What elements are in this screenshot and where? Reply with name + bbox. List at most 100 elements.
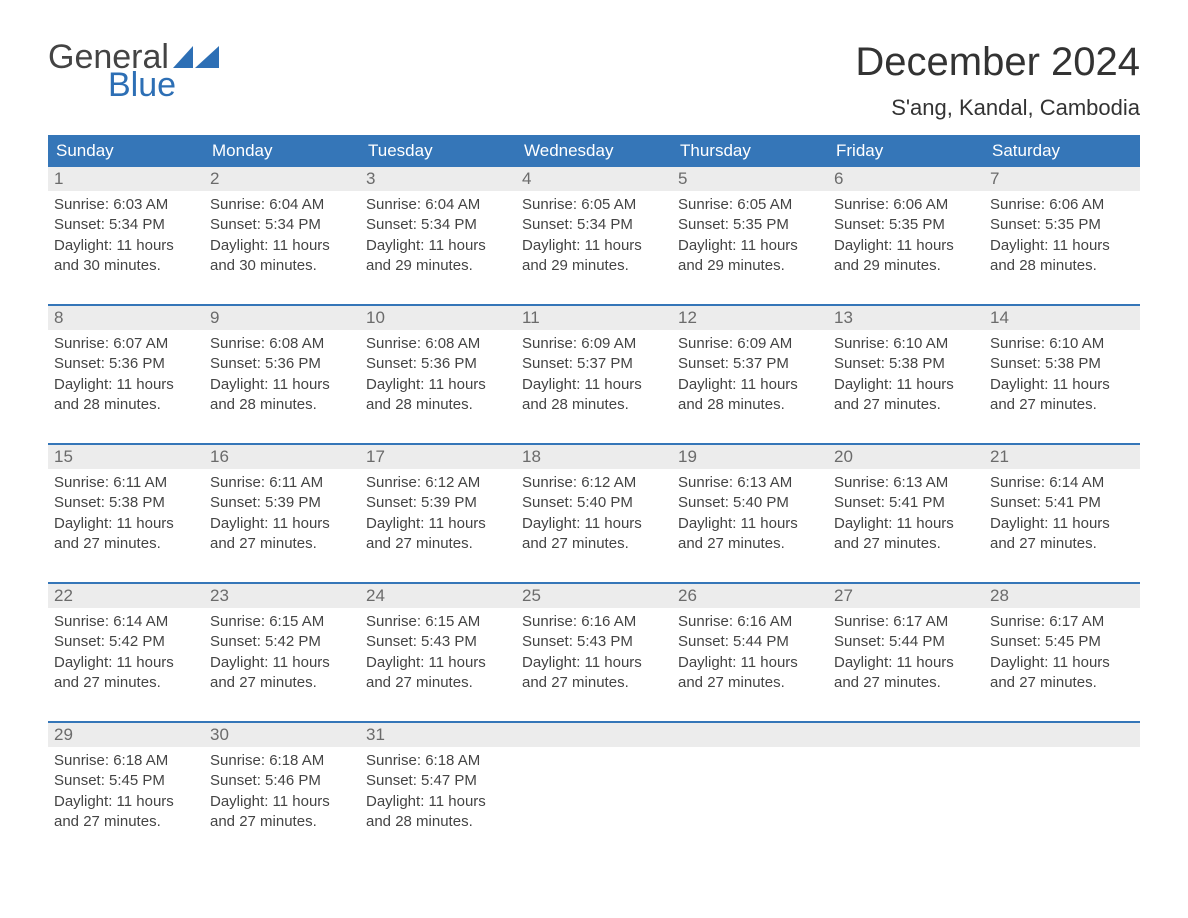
day-cell: Sunrise: 6:11 AMSunset: 5:39 PMDaylight:… [204,469,360,564]
day-header-sunday: Sunday [48,135,204,167]
day-number: 19 [672,445,828,469]
daylight-text-2: and 27 minutes. [54,673,198,693]
day-number: 11 [516,306,672,330]
daylight-text-1: Daylight: 11 hours [990,375,1134,395]
day-header-friday: Friday [828,135,984,167]
sunrise-text: Sunrise: 6:09 AM [678,334,822,354]
sunrise-text: Sunrise: 6:18 AM [54,751,198,771]
day-cell: Sunrise: 6:09 AMSunset: 5:37 PMDaylight:… [672,330,828,425]
daylight-text-2: and 27 minutes. [834,534,978,554]
day-header-wednesday: Wednesday [516,135,672,167]
daylight-text-2: and 27 minutes. [210,673,354,693]
daylight-text-1: Daylight: 11 hours [210,375,354,395]
day-number: 23 [204,584,360,608]
sunset-text: Sunset: 5:40 PM [522,493,666,513]
sunset-text: Sunset: 5:43 PM [522,632,666,652]
sunrise-text: Sunrise: 6:17 AM [834,612,978,632]
day-cell: Sunrise: 6:07 AMSunset: 5:36 PMDaylight:… [48,330,204,425]
sunrise-text: Sunrise: 6:06 AM [990,195,1134,215]
day-cell: Sunrise: 6:04 AMSunset: 5:34 PMDaylight:… [360,191,516,286]
day-cell: Sunrise: 6:16 AMSunset: 5:43 PMDaylight:… [516,608,672,703]
daylight-text-1: Daylight: 11 hours [366,653,510,673]
calendar: SundayMondayTuesdayWednesdayThursdayFrid… [48,135,1140,842]
sunset-text: Sunset: 5:36 PM [54,354,198,374]
daylight-text-2: and 27 minutes. [990,673,1134,693]
day-number: 31 [360,723,516,747]
daylight-text-1: Daylight: 11 hours [366,514,510,534]
sunrise-text: Sunrise: 6:08 AM [210,334,354,354]
daylight-text-1: Daylight: 11 hours [210,792,354,812]
day-cell: Sunrise: 6:17 AMSunset: 5:44 PMDaylight:… [828,608,984,703]
sunset-text: Sunset: 5:39 PM [366,493,510,513]
sunrise-text: Sunrise: 6:05 AM [678,195,822,215]
daylight-text-1: Daylight: 11 hours [210,653,354,673]
day-number: 24 [360,584,516,608]
daylight-text-2: and 27 minutes. [522,673,666,693]
daylight-text-1: Daylight: 11 hours [54,375,198,395]
daylight-text-1: Daylight: 11 hours [678,653,822,673]
sunset-text: Sunset: 5:42 PM [54,632,198,652]
day-cell: Sunrise: 6:15 AMSunset: 5:43 PMDaylight:… [360,608,516,703]
sunrise-text: Sunrise: 6:16 AM [522,612,666,632]
day-number: 17 [360,445,516,469]
daylight-text-2: and 27 minutes. [210,812,354,832]
sunset-text: Sunset: 5:45 PM [990,632,1134,652]
daylight-text-1: Daylight: 11 hours [522,236,666,256]
daylight-text-2: and 29 minutes. [366,256,510,276]
daylight-text-1: Daylight: 11 hours [54,792,198,812]
day-cell: Sunrise: 6:05 AMSunset: 5:34 PMDaylight:… [516,191,672,286]
daylight-text-2: and 27 minutes. [366,673,510,693]
sunrise-text: Sunrise: 6:06 AM [834,195,978,215]
day-number: 20 [828,445,984,469]
sunset-text: Sunset: 5:37 PM [522,354,666,374]
sunrise-text: Sunrise: 6:13 AM [678,473,822,493]
logo: General Blue [48,40,219,102]
sunrise-text: Sunrise: 6:14 AM [990,473,1134,493]
day-cell: Sunrise: 6:18 AMSunset: 5:46 PMDaylight:… [204,747,360,842]
day-number: 7 [984,167,1140,191]
day-number: 26 [672,584,828,608]
daylight-text-1: Daylight: 11 hours [834,653,978,673]
sunset-text: Sunset: 5:34 PM [522,215,666,235]
daylight-text-1: Daylight: 11 hours [522,375,666,395]
day-cell: Sunrise: 6:06 AMSunset: 5:35 PMDaylight:… [828,191,984,286]
day-cell: Sunrise: 6:06 AMSunset: 5:35 PMDaylight:… [984,191,1140,286]
day-cell: Sunrise: 6:10 AMSunset: 5:38 PMDaylight:… [828,330,984,425]
daylight-text-2: and 27 minutes. [366,534,510,554]
sunrise-text: Sunrise: 6:08 AM [366,334,510,354]
daynum-row: 1234567 [48,167,1140,191]
day-cell: Sunrise: 6:18 AMSunset: 5:45 PMDaylight:… [48,747,204,842]
daylight-text-1: Daylight: 11 hours [990,236,1134,256]
day-number: 5 [672,167,828,191]
day-cell: Sunrise: 6:11 AMSunset: 5:38 PMDaylight:… [48,469,204,564]
day-number: 18 [516,445,672,469]
daynum-row: 891011121314 [48,306,1140,330]
day-number: 14 [984,306,1140,330]
day-number: 2 [204,167,360,191]
week-row: 22232425262728Sunrise: 6:14 AMSunset: 5:… [48,582,1140,703]
daylight-text-2: and 28 minutes. [210,395,354,415]
day-cell: Sunrise: 6:09 AMSunset: 5:37 PMDaylight:… [516,330,672,425]
day-number [516,723,672,747]
daylight-text-1: Daylight: 11 hours [834,514,978,534]
day-number: 29 [48,723,204,747]
sunset-text: Sunset: 5:44 PM [678,632,822,652]
sunrise-text: Sunrise: 6:18 AM [366,751,510,771]
sunrise-text: Sunrise: 6:15 AM [366,612,510,632]
day-cell: Sunrise: 6:17 AMSunset: 5:45 PMDaylight:… [984,608,1140,703]
day-cell: Sunrise: 6:13 AMSunset: 5:41 PMDaylight:… [828,469,984,564]
sunset-text: Sunset: 5:35 PM [834,215,978,235]
day-cell [828,747,984,842]
day-number [672,723,828,747]
daylight-text-2: and 28 minutes. [678,395,822,415]
day-number: 13 [828,306,984,330]
day-number: 8 [48,306,204,330]
daylight-text-2: and 30 minutes. [54,256,198,276]
daylight-text-2: and 27 minutes. [990,395,1134,415]
daylight-text-1: Daylight: 11 hours [990,514,1134,534]
day-number: 21 [984,445,1140,469]
day-number: 15 [48,445,204,469]
sunrise-text: Sunrise: 6:15 AM [210,612,354,632]
sunset-text: Sunset: 5:41 PM [990,493,1134,513]
sunrise-text: Sunrise: 6:11 AM [210,473,354,493]
